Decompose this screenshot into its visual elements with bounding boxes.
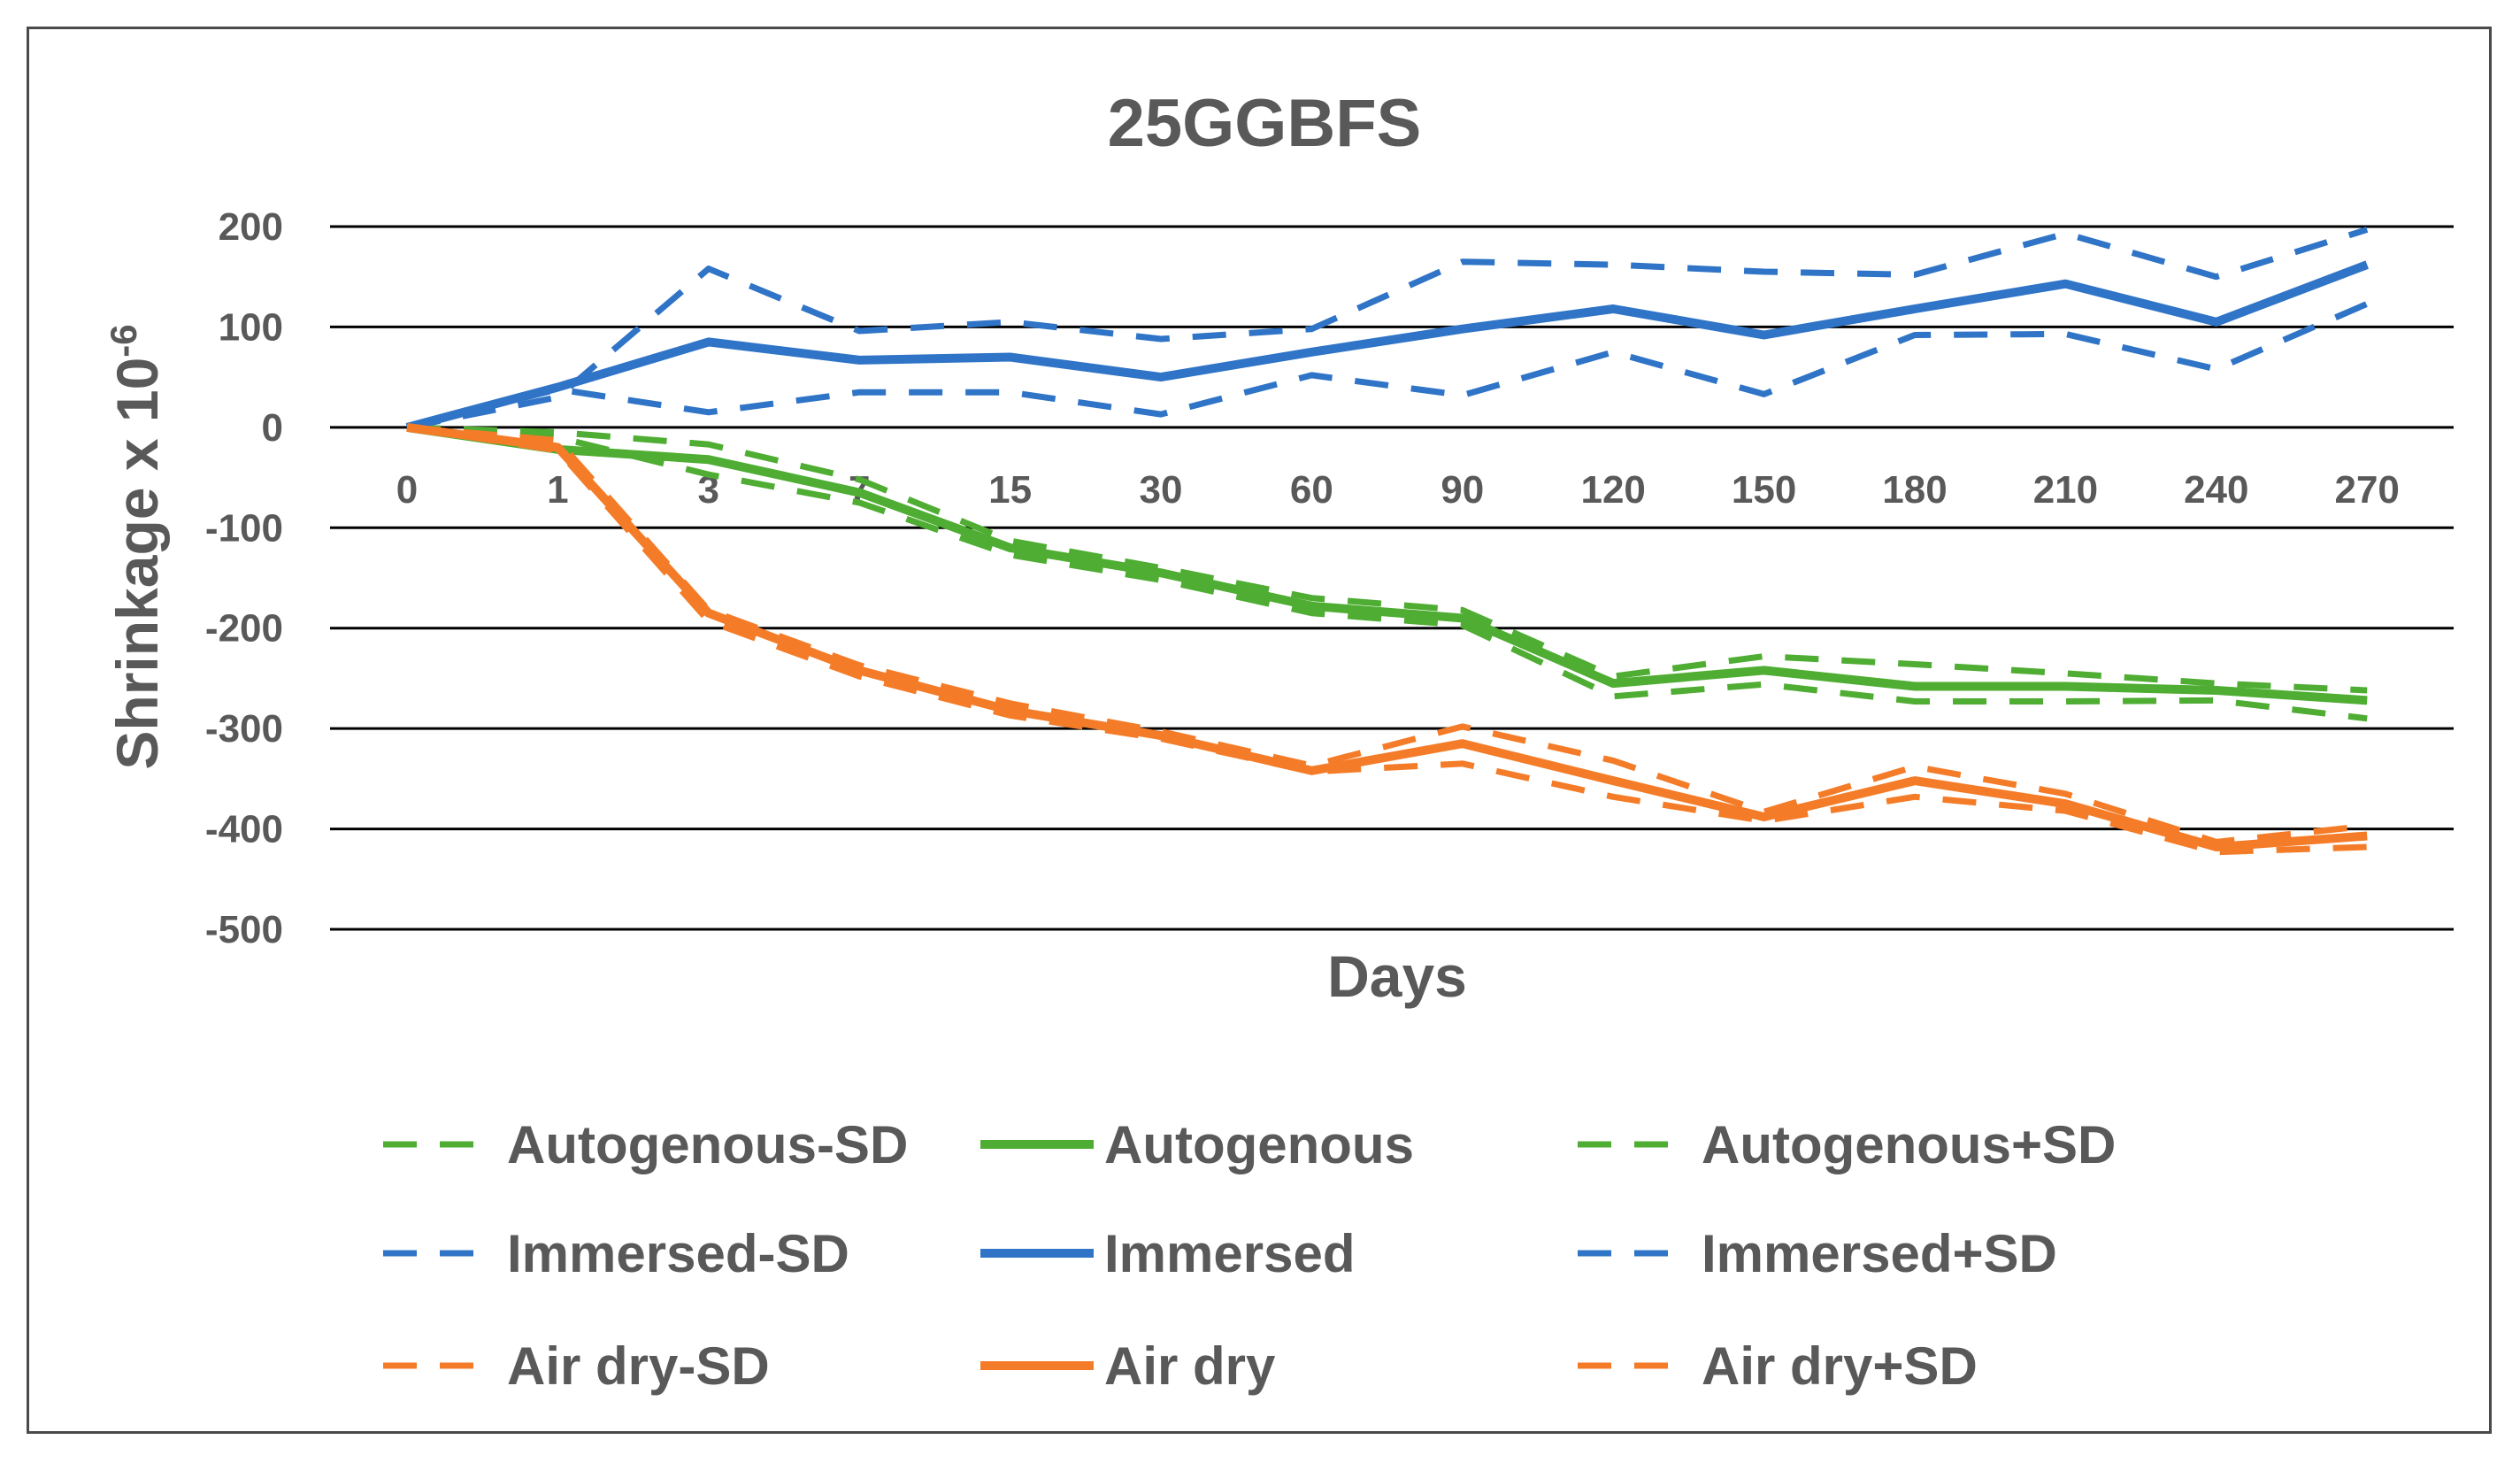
y-tick-label: -400 (205, 808, 283, 851)
legend-label-autogenous: Autogenous (1104, 1115, 1414, 1174)
x-tick-label: 150 (1732, 468, 1796, 512)
legend-label-autogenous-sd: Autogenous-SD (507, 1115, 908, 1174)
legend-label-immersed-plussd: Immersed+SD (1702, 1224, 2057, 1283)
x-tick-label: 270 (2334, 468, 2399, 512)
series-line-autogenous-sd (406, 424, 2368, 722)
series-layer (405, 227, 2369, 856)
legend-label-air-dry: Air dry (1104, 1336, 1276, 1396)
x-axis-title: Days (1327, 943, 1467, 1009)
x-tick-label: 60 (1290, 468, 1333, 512)
y-tick-label: -200 (205, 607, 283, 651)
x-tick-label: 30 (1140, 468, 1183, 512)
y-tick-label: 0 (262, 406, 283, 450)
legend-label-autogenous-plussd: Autogenous+SD (1702, 1115, 2116, 1174)
y-tick-label: -300 (205, 707, 283, 751)
legend-label-air-dry-plussd: Air dry+SD (1702, 1336, 1978, 1396)
x-tick-label: 240 (2184, 468, 2248, 512)
x-tick-label: 210 (2033, 468, 2098, 512)
y-tick-label: 200 (219, 205, 283, 249)
series-line-immersed-plussd (406, 227, 2369, 431)
legend-label-immersed: Immersed (1104, 1224, 1355, 1283)
x-tick-label: 1 (547, 468, 568, 512)
series-line-immersed (405, 260, 2369, 432)
x-tick-label: 0 (396, 468, 418, 512)
x-tick-label: 90 (1441, 468, 1484, 512)
series-line-autogenous-plussd (406, 424, 2368, 694)
y-tick-label: 100 (219, 305, 283, 349)
chart-title: 25GGBFS (1108, 86, 1422, 161)
x-tick-label: 120 (1580, 468, 1645, 512)
y-tick-labels: 200 100 0 -100 -200 -300 -400 -500 (205, 205, 283, 951)
x-tick-label: 15 (988, 468, 1032, 512)
grid-layer (330, 225, 2454, 931)
x-tick-labels: 0 1 3 7 15 30 60 90 120 150 180 210 240 270 (396, 468, 2400, 512)
x-tick-label: 180 (1882, 468, 1947, 512)
series-line-air-dry-sd (406, 424, 2368, 856)
series-line-air-dry (406, 422, 2368, 851)
series-line-immersed-sd (406, 301, 2369, 431)
y-tick-label: -100 (205, 506, 283, 550)
series-line-autogenous (406, 422, 2368, 705)
legend-label-air-dry-sd: Air dry-SD (507, 1336, 770, 1396)
legend-label-immersed-sd: Immersed-SD (507, 1224, 849, 1283)
series-line-air-dry-plussd (406, 424, 2368, 845)
y-tick-label: -500 (205, 908, 283, 951)
y-axis-title-exponent: -6 (103, 324, 144, 357)
y-axis-title-text: Shrinkage x 10 (104, 358, 170, 770)
legend: Autogenous-SD Autogenous Autogenous+SD Imme… (383, 1115, 2116, 1396)
y-axis-title: Shrinkage x 10-6 (103, 324, 170, 769)
